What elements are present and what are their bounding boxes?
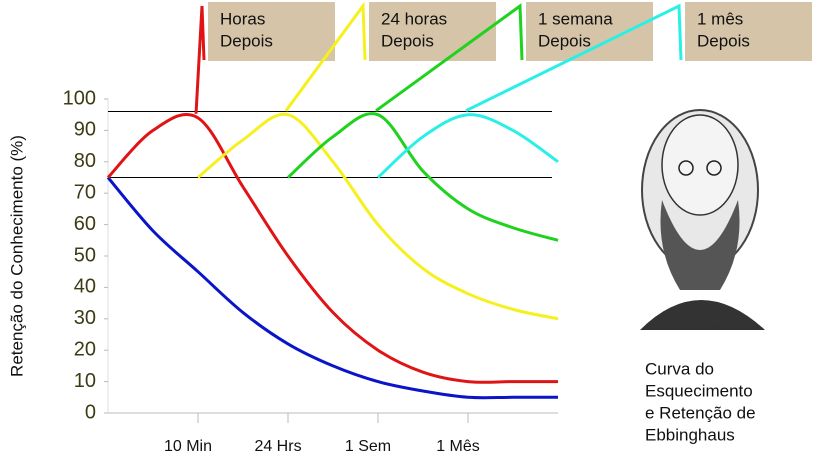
y-tick-label: 90 xyxy=(74,119,96,141)
annotation-box xyxy=(369,2,496,61)
x-tick-label: 10 Min xyxy=(164,438,212,455)
image-credit: ©2000 Funfaces.com xyxy=(704,325,761,332)
y-tick-label: 10 xyxy=(74,370,96,392)
y-tick-label: 40 xyxy=(74,276,96,298)
annotation-text: 1 semana xyxy=(538,9,613,28)
y-tick-label: 30 xyxy=(74,307,96,329)
annotation-box xyxy=(208,2,335,61)
caption: e Retenção de xyxy=(645,403,756,422)
portrait xyxy=(640,109,765,330)
caption: Ebbinghaus xyxy=(645,425,735,444)
annotation-leader xyxy=(284,1,367,112)
annotation-text: Depois xyxy=(538,31,591,50)
line-series xyxy=(376,113,559,179)
annotation-text: Depois xyxy=(697,31,750,50)
y-axis-label: Retenção do Conhecimento (%) xyxy=(7,135,26,377)
y-tick-label: 70 xyxy=(74,181,96,203)
caption: Esquecimento xyxy=(645,381,753,400)
y-tick-label: 60 xyxy=(74,213,96,235)
y-tick-label: 100 xyxy=(63,87,96,109)
x-tick-label: 1 Sem xyxy=(345,438,391,455)
caption: Curva do xyxy=(645,359,714,378)
line-series xyxy=(286,112,559,242)
annotation-leader xyxy=(194,5,206,114)
y-tick-label: 0 xyxy=(85,401,96,423)
annotation-text: Depois xyxy=(220,31,273,50)
annotation-text: 24 horas xyxy=(381,9,447,28)
x-tick-label: 24 Hrs xyxy=(254,438,301,455)
annotation-text: Depois xyxy=(381,31,434,50)
line-series xyxy=(106,176,558,400)
y-tick-label: 20 xyxy=(74,338,96,360)
annotation-leader xyxy=(375,3,524,112)
annotation-box xyxy=(685,2,812,61)
y-tick-label: 80 xyxy=(74,150,96,172)
x-tick-label: 1 Mês xyxy=(436,438,480,455)
y-tick-label: 50 xyxy=(74,244,96,266)
line-series xyxy=(197,112,559,321)
line-series xyxy=(106,112,558,384)
annotation-leader xyxy=(465,3,683,113)
annotation-text: Horas xyxy=(220,9,265,28)
annotation-text: 1 mês xyxy=(697,9,743,28)
